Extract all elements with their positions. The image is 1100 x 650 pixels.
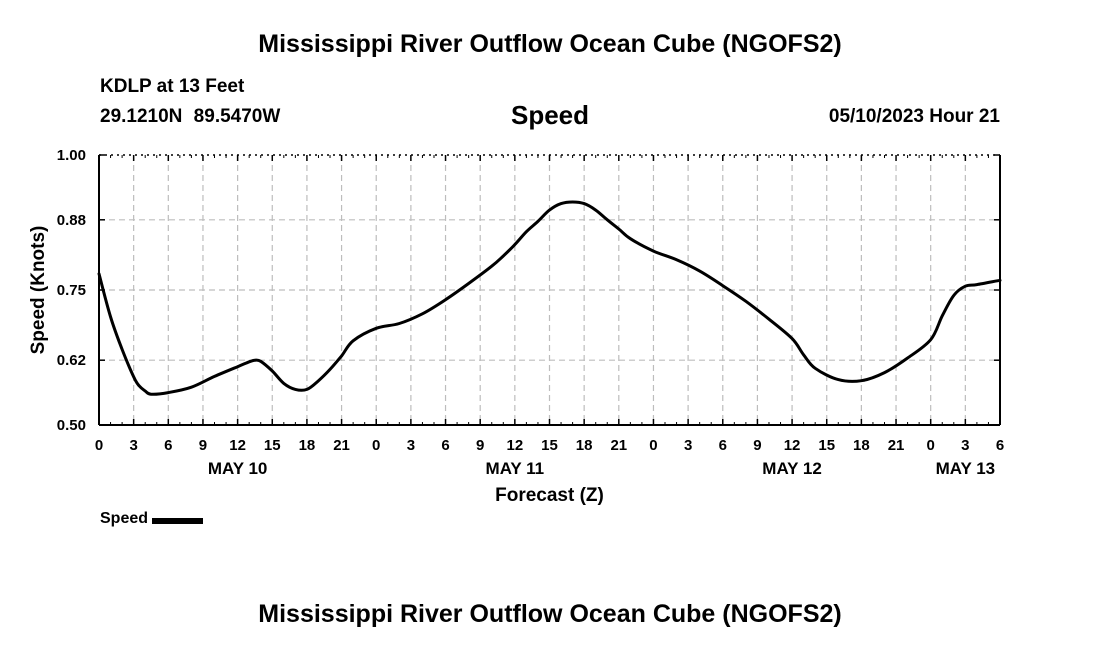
x-tick-label: 9 [199,437,207,454]
x-tick-label: 18 [576,437,593,454]
legend-label: Speed [100,510,149,527]
x-tick-label: 0 [927,437,935,454]
legend-swatch [152,517,204,524]
x-tick-label: 18 [853,437,870,454]
x-tick-label: 3 [407,437,415,454]
y-axis-title: Speed (Knots) [28,226,49,355]
x-tick-label: 6 [996,437,1004,454]
grid [99,154,1000,425]
date-label: MAY 11 [486,459,545,478]
forecast-timestamp: 05/10/2023 Hour 21 [828,106,1000,127]
x-tick-label: 0 [372,437,380,454]
x-tick-label: 12 [784,437,801,454]
chart-title: Speed [510,100,590,130]
date-label: MAY 10 [208,459,268,478]
y-tick-label: 0.75 [57,282,86,299]
page-title: Mississippi River Outflow Ocean Cube (NG… [258,30,842,58]
x-tick-label: 9 [476,437,484,454]
x-tick-label: 12 [507,437,524,454]
footer-title: Mississippi River Outflow Ocean Cube (NG… [258,600,842,628]
x-tick-label: 6 [164,437,172,454]
coordinates-label: 29.1210N 89.5470W [100,106,281,127]
x-tick-label: 12 [229,437,246,454]
x-tick-label: 15 [264,437,281,454]
x-tick-label: 15 [818,437,835,454]
x-tick-label: 3 [129,437,137,454]
axis-labels: 0 3 6 9 12 15 18 21 0 3 6 9 12 15 18 21 0 3 6 9 12 15 18 21 0 3 6 0… [28,147,1004,506]
x-tick-label: 3 [961,437,969,454]
x-tick-label: 15 [541,437,558,454]
x-tick-label: 9 [753,437,761,454]
date-label: MAY 13 [936,459,996,478]
speed-series-line [97,200,1002,396]
x-tick-label: 0 [95,437,103,454]
y-tick-label: 0.62 [57,352,86,369]
station-label: KDLP at 13 Feet [100,76,245,97]
legend: Speed [100,510,204,528]
x-tick-label: 21 [333,437,350,454]
y-tick-label: 1.00 [57,147,86,164]
x-tick-label: 21 [610,437,627,454]
y-tick-label: 0.50 [57,417,86,434]
x-tick-label: 18 [299,437,316,454]
date-label: MAY 12 [762,459,822,478]
axes [98,154,1001,426]
x-tick-label: 6 [441,437,449,454]
x-tick-label: 21 [888,437,905,454]
series-layer [97,200,1002,396]
y-tick-label: 0.88 [57,212,86,229]
x-tick-label: 6 [719,437,727,454]
x-axis-title: Forecast (Z) [495,485,604,506]
x-tick-label: 3 [684,437,692,454]
x-tick-label: 0 [649,437,657,454]
